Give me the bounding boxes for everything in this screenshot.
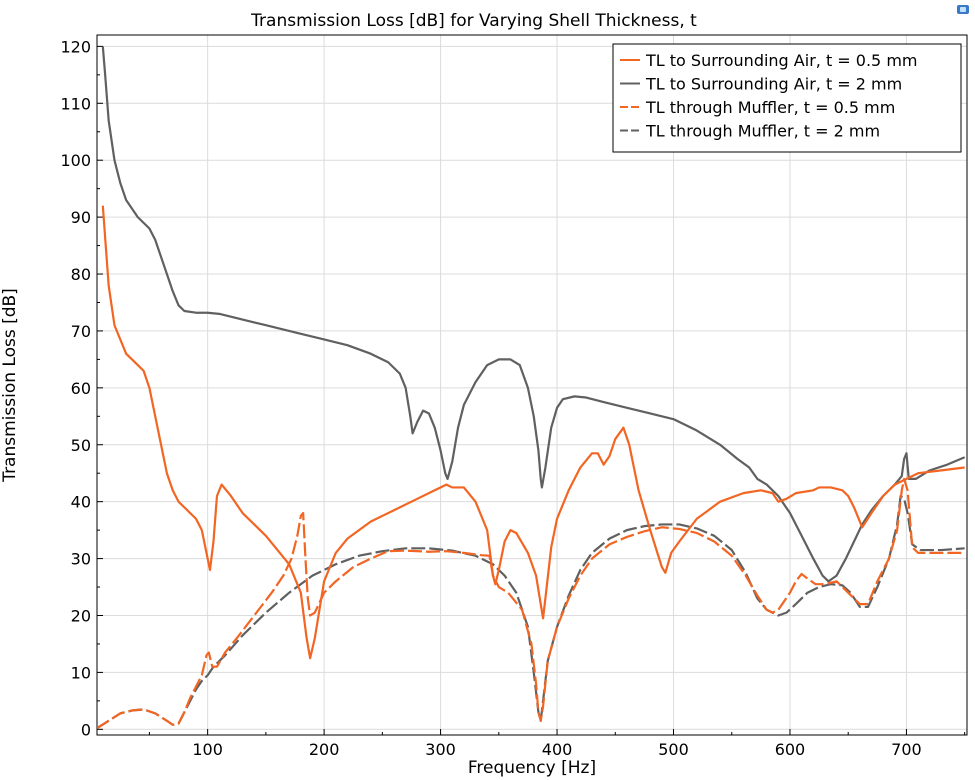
plot-frame	[96, 34, 968, 736]
y-tick-label: 40	[71, 493, 91, 512]
y-tick-label: 50	[71, 436, 91, 455]
y-tick-label: 80	[71, 265, 91, 284]
legend: TL to Surrounding Air, t = 0.5 mm TL to S…	[612, 43, 962, 153]
x-tick-label: 500	[658, 740, 689, 759]
series-lines	[97, 46, 966, 730]
legend-label-2: TL to Surrounding Air, t = 2 mm	[645, 75, 902, 94]
series-line-3	[97, 477, 965, 730]
legend-box	[612, 43, 962, 153]
x-tick-label: 200	[309, 740, 340, 759]
chart-title: Transmission Loss [dB] for Varying Shell…	[250, 11, 697, 31]
app-logo-icon	[957, 5, 969, 14]
y-axis-label: Transmission Loss [dB]	[0, 288, 20, 483]
y-tick-label: 60	[71, 379, 91, 398]
x-tick-label: 700	[891, 740, 922, 759]
y-tick-label: 30	[71, 550, 91, 569]
y-tick-label: 20	[71, 606, 91, 625]
x-tick-label: 300	[425, 740, 456, 759]
x-tick-label: 100	[192, 740, 223, 759]
y-tick-label: 120	[60, 37, 91, 56]
y-tick-label: 10	[71, 663, 91, 682]
axis-ticks: 100 200 300 400 500 600 700 0 10 20 30 40 50 60 70 80 90…	[60, 37, 966, 759]
series-line-4	[97, 494, 965, 730]
grid-lines	[97, 35, 967, 735]
x-tick-label: 600	[775, 740, 806, 759]
y-tick-label: 90	[71, 208, 91, 227]
x-tick-label: 400	[542, 740, 573, 759]
y-tick-label: 0	[81, 720, 91, 739]
series-line-1	[101, 205, 965, 660]
y-tick-label: 110	[60, 94, 91, 113]
legend-label-1: TL to Surrounding Air, t = 0.5 mm	[645, 51, 918, 70]
legend-label-3: TL through Muffler, t = 0.5 mm	[645, 98, 895, 117]
legend-label-4: TL through Muffler, t = 2 mm	[645, 122, 880, 141]
y-tick-label: 100	[60, 151, 91, 170]
y-tick-label: 70	[71, 322, 91, 341]
x-axis-label: Frequency [Hz]	[468, 758, 596, 778]
series-line-2	[101, 46, 966, 583]
